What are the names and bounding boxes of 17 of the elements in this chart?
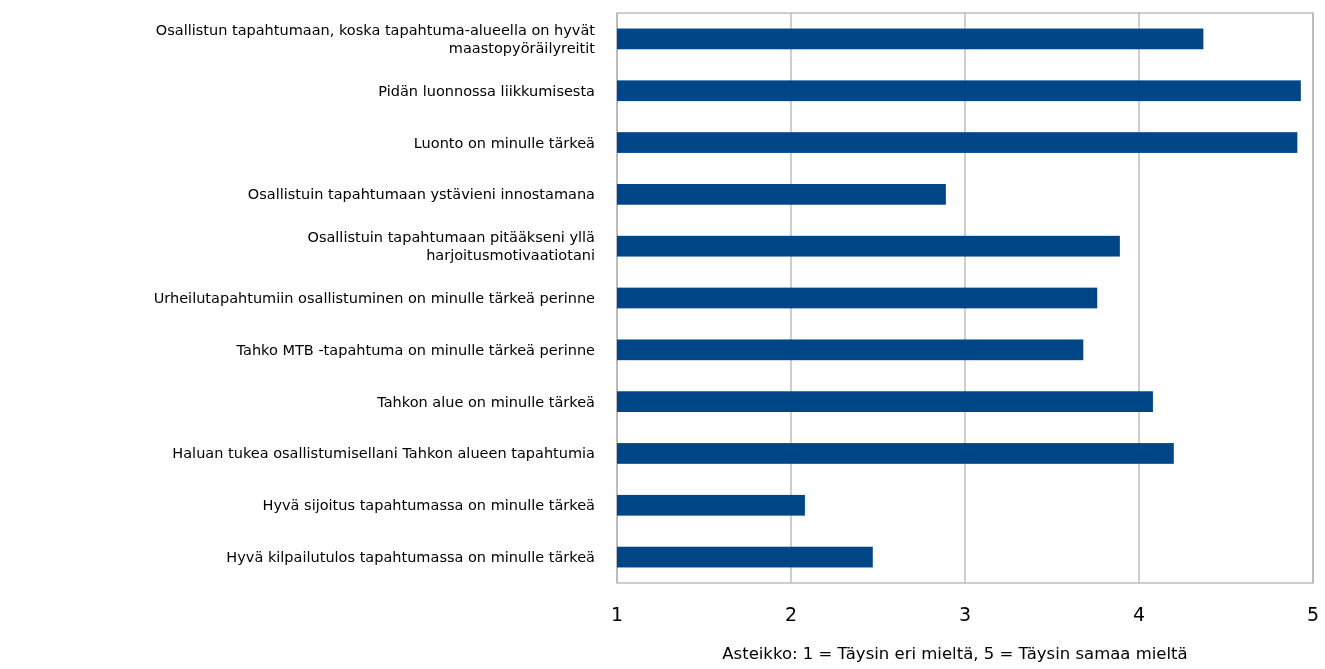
x-tick-label: 5	[1306, 603, 1320, 625]
y-tick-label: Tahkon alue on minulle tärkeä	[376, 393, 595, 410]
y-tick-label: Pidän luonnossa liikkumisesta	[378, 82, 595, 99]
x-tick-label: 2	[784, 603, 798, 625]
y-tick-label: Osallistuin tapahtumaan ystävieni innostamana	[247, 186, 595, 203]
y-tick-label: Luonto on minulle tärkeä	[413, 134, 595, 151]
x-tick-label: 4	[1132, 603, 1146, 625]
y-tick-label: Hyvä sijoitus tapahtumassa on minulle tärkeä	[262, 497, 595, 514]
y-tick-label: Haluan tukea osallistumisellani Tahkon alueen tapahtumia	[172, 445, 595, 462]
x-tick-label: 1	[610, 603, 624, 625]
y-tick-label: Osallistun tapahtumaan, koska tapahtuma-alueella on hyvät maastopyöräilyreitit	[155, 21, 596, 56]
x-tick-label: 3	[958, 603, 972, 625]
y-tick-label: Osallistuin tapahtumaan pitääkseni yllä harjoitusmotivaatiotani	[307, 229, 595, 264]
x-axis-title: Asteikko: 1 = Täysin eri mieltä, 5 = Täysin samaa mieltä	[722, 644, 1188, 663]
y-tick-label: Tahko MTB -tapahtuma on minulle tärkeä perinne	[235, 341, 596, 358]
y-tick-label: Urheilutapahtumiin osallistuminen on minulle tärkeä perinne	[153, 290, 596, 306]
y-tick-label: Hyvä kilpailutulos tapahtumassa on minulle tärkeä	[226, 549, 595, 566]
